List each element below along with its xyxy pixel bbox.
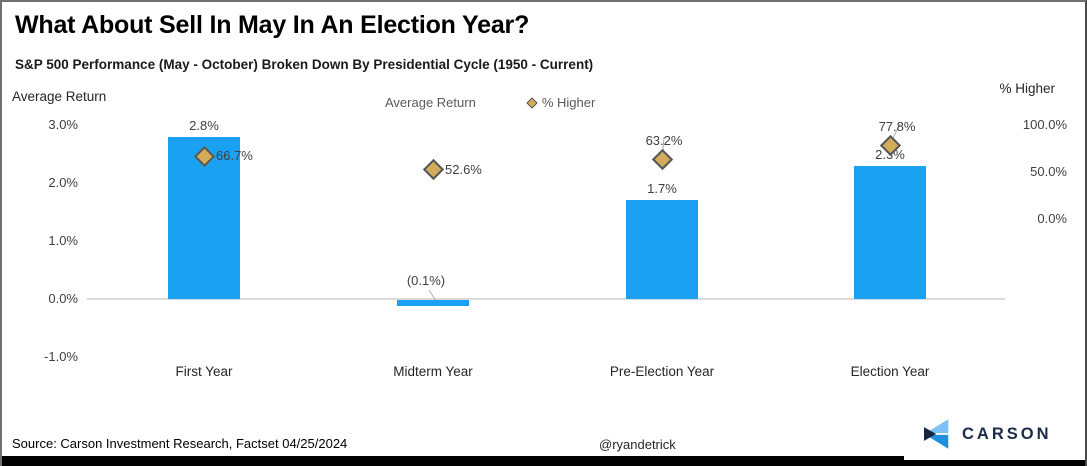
percent-higher-label: 66.7% [216, 148, 253, 164]
bar-election-year [854, 165, 926, 299]
legend: Average Return % Higher [368, 95, 595, 110]
zero-gridline [87, 298, 1005, 300]
right-axis-title: % Higher [999, 81, 1055, 96]
percent-higher-label: 63.2% [645, 132, 683, 148]
left-axis-tick-label: -1.0% [44, 349, 78, 364]
source-text: Source: Carson Investment Research, Fact… [12, 436, 348, 451]
legend-item-percent-higher: % Higher [526, 95, 596, 110]
right-axis-tick-label: 50.0% [1030, 164, 1067, 179]
x-axis-category-label: Pre-Election Year [609, 364, 715, 379]
left-axis-tick-label: 2.0% [48, 175, 78, 190]
left-axis-tick-label: 3.0% [48, 117, 78, 132]
x-axis-category-label: Election Year [850, 364, 930, 379]
gold-diamond-icon [526, 96, 538, 109]
percent-higher-label: 52.6% [445, 161, 482, 177]
twitter-handle: @ryandetrick [599, 437, 676, 452]
chart-title: What About Sell In May In An Election Ye… [15, 11, 530, 39]
bar-value-label: (0.1%) [406, 273, 446, 288]
left-axis-title: Average Return [12, 89, 107, 104]
right-axis-tick-label: 100.0% [1022, 117, 1067, 132]
x-axis-category-label: Midterm Year [393, 364, 473, 379]
percent-higher-diamond [651, 148, 673, 171]
bar-value-label: 1.7% [647, 181, 677, 197]
bar-pre-election-year [626, 200, 698, 299]
bottom-black-bar [2, 456, 1085, 466]
carson-logo: CARSON [904, 408, 1085, 460]
percent-higher-label: 77.8% [878, 118, 916, 134]
left-axis-tick-label: 0.0% [48, 291, 78, 306]
blue-square-icon [368, 97, 379, 108]
carson-logo-mark-icon [924, 419, 949, 449]
bar-midterm-year [397, 300, 469, 306]
left-axis-tick-label: 1.0% [48, 233, 78, 248]
legend-label: % Higher [541, 95, 596, 110]
bar-value-label: 2.8% [189, 117, 219, 133]
legend-label: Average Return [385, 95, 476, 110]
carson-logo-text: CARSON [962, 424, 1052, 443]
chart-subtitle: S&P 500 Performance (May - October) Brok… [15, 57, 594, 72]
x-axis-category-label: First Year [175, 364, 233, 379]
legend-item-average-return: Average Return [368, 95, 476, 110]
right-axis-tick-label: 0.0% [1037, 211, 1067, 226]
percent-higher-diamond [422, 158, 444, 181]
